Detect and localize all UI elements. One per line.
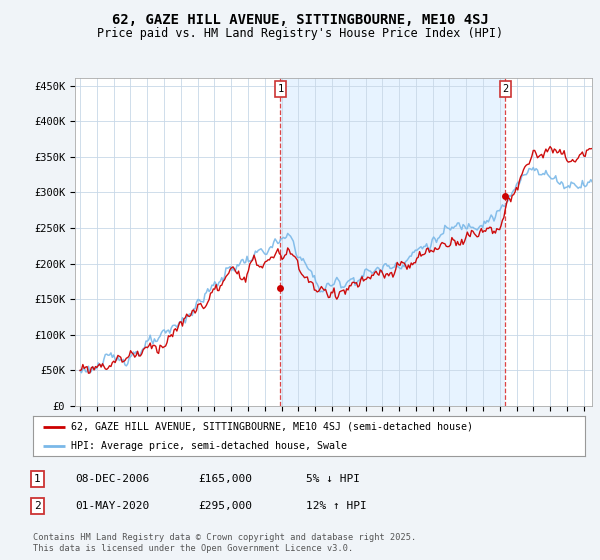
Text: 5% ↓ HPI: 5% ↓ HPI: [306, 474, 360, 484]
Text: 62, GAZE HILL AVENUE, SITTINGBOURNE, ME10 4SJ (semi-detached house): 62, GAZE HILL AVENUE, SITTINGBOURNE, ME1…: [71, 422, 473, 432]
Text: £165,000: £165,000: [198, 474, 252, 484]
Bar: [280, 78, 505, 406]
Text: 2: 2: [34, 501, 41, 511]
Text: £295,000: £295,000: [198, 501, 252, 511]
Text: 12% ↑ HPI: 12% ↑ HPI: [306, 501, 367, 511]
Text: Contains HM Land Registry data © Crown copyright and database right 2025.
This d: Contains HM Land Registry data © Crown c…: [33, 534, 416, 553]
Text: HPI: Average price, semi-detached house, Swale: HPI: Average price, semi-detached house,…: [71, 441, 347, 450]
Text: Price paid vs. HM Land Registry's House Price Index (HPI): Price paid vs. HM Land Registry's House …: [97, 27, 503, 40]
Text: 08-DEC-2006: 08-DEC-2006: [75, 474, 149, 484]
Text: 2: 2: [502, 84, 509, 94]
Text: 62, GAZE HILL AVENUE, SITTINGBOURNE, ME10 4SJ: 62, GAZE HILL AVENUE, SITTINGBOURNE, ME1…: [112, 13, 488, 27]
Text: 1: 1: [277, 84, 283, 94]
Text: 01-MAY-2020: 01-MAY-2020: [75, 501, 149, 511]
Text: 1: 1: [34, 474, 41, 484]
